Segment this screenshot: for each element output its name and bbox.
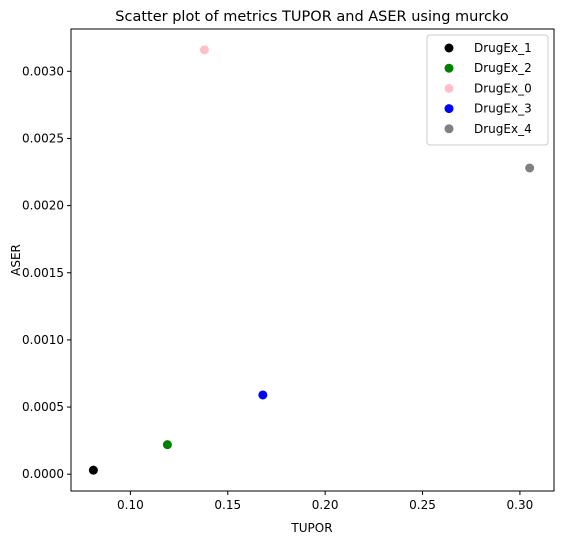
chart-title: Scatter plot of metrics TUPOR and ASER u… (115, 9, 509, 25)
data-point-drugex-4 (525, 163, 535, 173)
legend-label: DrugEx_0 (474, 81, 532, 95)
data-point-drugex-1 (88, 465, 98, 475)
y-axis: 0.0000 0.0005 0.0010 0.0015 0.0020 0.0025 0.00… (22, 64, 71, 481)
legend-marker (444, 63, 454, 73)
y-tick-label: 0.0020 (22, 199, 64, 213)
legend: DrugEx_1 DrugEx_2 DrugEx_0 DrugEx_3 DrugEx_4 (426, 34, 549, 146)
x-tick-label: 0.30 (507, 498, 534, 512)
x-tick-label: 0.15 (214, 498, 241, 512)
data-point-drugex-2 (162, 440, 172, 450)
data-point-drugex-0 (199, 45, 209, 55)
y-tick-label: 0.0010 (22, 333, 64, 347)
legend-label: DrugEx_3 (474, 102, 532, 116)
y-tick-label: 0.0005 (22, 400, 64, 414)
data-points (88, 45, 535, 475)
legend-frame (426, 34, 549, 146)
x-tick-label: 0.20 (312, 498, 339, 512)
legend-label: DrugEx_2 (474, 61, 532, 75)
x-axis-label: TUPOR (290, 521, 332, 535)
y-tick-label: 0.0030 (22, 64, 64, 78)
legend-marker (444, 43, 454, 53)
x-tick-label: 0.25 (409, 498, 436, 512)
legend-label: DrugEx_1 (474, 41, 532, 55)
y-tick-label: 0.0000 (22, 467, 64, 481)
x-tick-label: 0.10 (117, 498, 144, 512)
legend-label: DrugEx_4 (474, 122, 532, 136)
y-tick-label: 0.0015 (22, 266, 64, 280)
legend-marker (444, 124, 454, 134)
legend-marker (444, 83, 454, 93)
data-point-drugex-3 (258, 390, 268, 400)
x-axis: 0.10 0.15 0.20 0.25 0.30 (117, 491, 533, 512)
y-tick-label: 0.0025 (22, 131, 64, 145)
y-axis-label: ASER (9, 244, 23, 276)
legend-marker (444, 104, 454, 114)
